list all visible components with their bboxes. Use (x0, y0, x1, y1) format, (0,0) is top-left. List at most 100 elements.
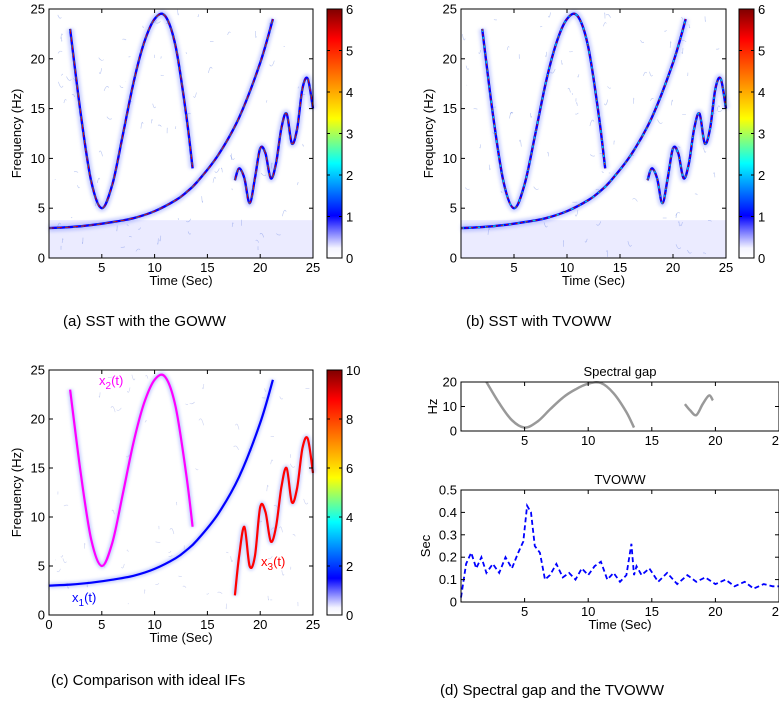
panel-b-noise-speck (678, 221, 680, 227)
panel-a-noise-speck (119, 85, 124, 88)
panel-d1-ytick-label: 10 (443, 399, 457, 414)
panel-a-noise-speck (71, 94, 75, 98)
panel-c-noise-speck (62, 558, 67, 563)
panel-b-ytick-label: 25 (443, 2, 457, 17)
panel-c-xtick-label: 15 (200, 617, 214, 632)
panel-b-noise-speck (707, 220, 712, 222)
panel-d-tvoww-series-1 (460, 502, 779, 598)
panel-a-xtick-label: 20 (253, 260, 267, 275)
panel-c-noise-speck (202, 383, 205, 390)
panel-b-noise-speck (543, 222, 548, 228)
panel-b-xtick-label: 15 (613, 260, 627, 275)
panel-c-noise-speck (60, 555, 64, 558)
panel-d2-ytick-label: 0 (450, 595, 457, 610)
panel-c-noise-speck (279, 396, 284, 400)
panel-b-noise-speck (650, 98, 654, 101)
panel-a-noise-speck (214, 168, 220, 173)
caption-a: (a) SST with the GOWW (63, 313, 227, 330)
panel-a-ytick-label: 5 (38, 201, 45, 216)
panel-d2-ytick-label: 0.2 (439, 550, 457, 565)
panel-d2-ytick-label: 0.5 (439, 483, 457, 498)
panel-c-noise-speck (281, 570, 285, 576)
panel-a-noise-speck (122, 38, 127, 41)
panel-a-noise-speck (77, 185, 80, 189)
panel-b-noise-speck (607, 86, 612, 89)
series-label-main: x (99, 373, 106, 388)
panel-c-colorbar-label: 2 (346, 559, 353, 574)
panel-b-noise-speck (703, 147, 707, 153)
panel-c-noise-speck (189, 401, 195, 405)
panel-b-noise-speck (627, 241, 632, 247)
panel-a-noise-speck (58, 81, 64, 88)
panel-a-axes-frame (48, 8, 314, 259)
panel-d2-xtick-label: 10 (581, 604, 595, 619)
panel-a-noise-speck (157, 124, 162, 127)
panel-a-noise-speck (302, 143, 305, 147)
panel-a-noise-speck (212, 176, 217, 183)
panel-c-series-3-label: x3(t) (261, 554, 285, 573)
panel-a-noise-speck (208, 66, 213, 74)
panel-d-gap-series-2 (683, 394, 714, 417)
panel-d2-xtick-label: 15 (645, 604, 659, 619)
panel-c-noise-speck (121, 563, 125, 569)
panel-c-comparison: x1(t)x2(t)x3(t)0 5 10 15 20 250510152025Time … (9, 363, 360, 646)
panel-b-noise-speck (669, 41, 672, 48)
panel-a-noise-speck (201, 196, 204, 203)
panel-a-noise-speck (98, 57, 104, 61)
panel-b-noise-speck (713, 172, 716, 178)
panel-d2-ylabel: Sec (418, 534, 433, 557)
panel-b-noise-speck (545, 51, 547, 58)
panel-b-noise-speck (506, 46, 510, 51)
panel-b-noise-speck (675, 212, 681, 216)
panel-c-ylabel: Frequency (Hz) (9, 448, 24, 538)
panel-a-xtick-label: 10 (147, 260, 161, 275)
panel-c-noise-speck (233, 445, 239, 451)
panel-c-noise-speck (127, 387, 131, 393)
panel-a-noise-speck (97, 177, 101, 183)
panel-b-noise-speck (569, 50, 573, 53)
panel-b-noise-speck (576, 102, 578, 106)
panel-b-axes-frame (460, 8, 727, 259)
panel-a-xtick-label: 5 (98, 260, 105, 275)
caption-d: (d) Spectral gap and the TVOWW (440, 682, 665, 699)
panel-c-noise-speck (267, 595, 270, 601)
panel-a-colorbar-label: 0 (346, 251, 353, 266)
panel-c-series-2-label: x2(t) (99, 373, 123, 392)
panel-b-noise-speck (633, 97, 635, 104)
panel-c-axes-frame (48, 369, 314, 616)
panel-a-ytick-label: 0 (38, 251, 45, 266)
panel-a-ytick-label: 25 (31, 2, 45, 17)
panel-c-xlabel: Time (Sec) (149, 630, 212, 645)
panel-a-noise-speck (227, 31, 231, 35)
panel-a-noise-speck (106, 116, 112, 120)
panel-a-noise-speck (57, 14, 62, 19)
panel-b-noise-speck (613, 140, 615, 145)
panel-c-series-1-label: x1(t) (72, 590, 96, 609)
panel-b-noise-speck (589, 119, 595, 127)
panel-a-colorbar-label: 4 (346, 85, 353, 100)
panel-b-noise-speck (603, 99, 609, 106)
series-label-subscript: 1 (79, 598, 85, 609)
panel-c-noise-speck (185, 403, 189, 406)
panel-a-noise-speck (98, 150, 103, 157)
panel-c-noise-speck (303, 498, 309, 505)
panel-c-ytick-label: 10 (31, 510, 45, 525)
panel-b-noise-speck (478, 49, 481, 54)
panel-c-colorbar-label: 4 (346, 510, 353, 525)
panel-b-noise-speck (687, 249, 692, 254)
panel-a-noise-speck (282, 209, 287, 217)
panel-a-ytick-label: 10 (31, 151, 45, 166)
panel-c-noise-speck (198, 418, 204, 426)
panel-a-noise-speck (230, 154, 235, 160)
panel-a-noise-speck (116, 225, 118, 232)
panel-d2-xtick-label: 20 (708, 604, 722, 619)
panel-d2-xlabel: Time (Sec) (588, 617, 651, 632)
panel-a-colorbar-label: 1 (346, 210, 353, 225)
panel-b-noise-speck (575, 112, 579, 115)
panel-d2-ytick-label: 0.1 (439, 572, 457, 587)
panel-b-colorbar-label: 0 (758, 251, 765, 266)
panel-a-noise-speck (60, 33, 63, 39)
panel-c-series-2-line (69, 373, 194, 568)
panel-a-noise-speck (187, 231, 192, 235)
